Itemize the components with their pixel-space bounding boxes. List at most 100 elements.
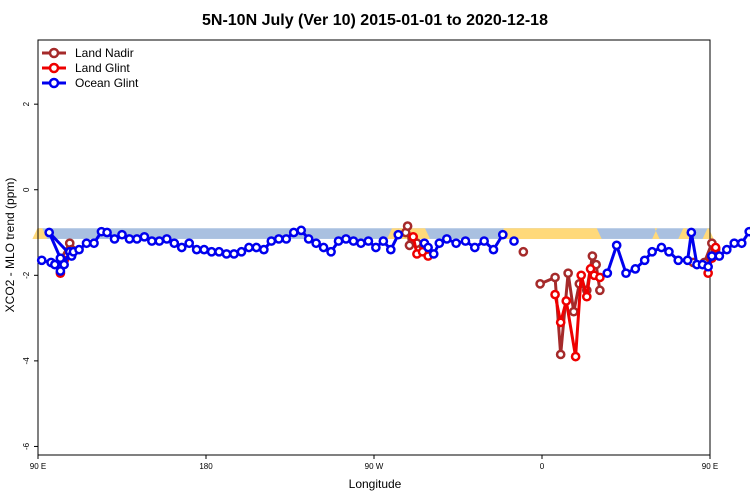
data-point-ocean-glint	[744, 226, 750, 237]
data-point-ocean-glint	[686, 227, 697, 238]
x-tick-label: 0	[540, 462, 545, 471]
data-point-land-glint	[581, 291, 592, 302]
data-point-ocean-glint	[423, 242, 433, 253]
data-point-ocean-glint	[169, 238, 180, 249]
data-point-land-glint	[595, 272, 605, 283]
legend-item-land-glint: Land Glint	[42, 61, 130, 75]
data-point-land-glint	[710, 242, 721, 253]
data-point-ocean-glint	[434, 238, 445, 249]
land-band-segment	[32, 228, 48, 239]
data-point-ocean-glint	[611, 240, 622, 251]
data-point-ocean-glint	[326, 246, 336, 257]
data-point-ocean-glint	[36, 255, 47, 266]
data-point-ocean-glint	[184, 238, 195, 249]
data-point-ocean-glint	[736, 238, 747, 249]
data-point-ocean-glint	[244, 242, 254, 253]
land-band-segment	[499, 228, 602, 239]
data-point-ocean-glint	[488, 244, 499, 255]
legend-label: Land Glint	[75, 61, 130, 75]
data-point-land-nadir	[595, 285, 605, 296]
legend-marker	[48, 77, 60, 89]
data-point-land-nadir	[587, 251, 598, 261]
data-point-land-nadir	[550, 272, 560, 283]
data-point-ocean-glint	[363, 236, 374, 246]
legend-item-land-nadir: Land Nadir	[42, 46, 134, 60]
data-point-ocean-glint	[161, 234, 172, 244]
data-point-ocean-glint	[206, 246, 217, 257]
data-point-land-glint	[555, 317, 566, 328]
data-point-ocean-glint	[221, 249, 232, 259]
data-point-ocean-glint	[191, 244, 202, 255]
data-point-ocean-glint	[139, 231, 150, 242]
data-point-ocean-glint	[89, 238, 99, 249]
y-tick-label: -4	[22, 357, 31, 365]
data-point-land-glint	[570, 351, 581, 362]
legend-label: Ocean Glint	[75, 76, 139, 90]
data-point-ocean-glint	[441, 234, 452, 244]
data-point-ocean-glint	[311, 238, 321, 249]
series-group	[36, 221, 750, 362]
data-point-ocean-glint	[428, 249, 439, 259]
data-point-ocean-glint	[109, 234, 120, 244]
data-point-ocean-glint	[318, 242, 329, 253]
ocean-band	[38, 228, 710, 239]
legend-label: Land Nadir	[75, 46, 134, 60]
data-point-ocean-glint	[74, 244, 84, 255]
data-point-land-nadir	[518, 246, 529, 257]
data-point-ocean-glint	[288, 227, 299, 238]
data-point-ocean-glint	[132, 234, 142, 244]
data-point-ocean-glint	[117, 229, 127, 240]
data-point-ocean-glint	[356, 238, 366, 249]
y-tick-label: 2	[22, 101, 31, 106]
y-tick-label: -2	[22, 271, 31, 279]
data-point-ocean-glint	[385, 244, 396, 255]
data-point-ocean-glint	[296, 225, 307, 236]
data-point-land-nadir	[402, 221, 413, 231]
y-tick-label: 0	[22, 187, 31, 192]
data-point-ocean-glint	[393, 229, 404, 240]
data-point-ocean-glint	[49, 259, 60, 270]
data-point-ocean-glint	[460, 236, 471, 246]
land-band-segment	[702, 228, 714, 239]
data-point-land-glint	[550, 289, 560, 300]
data-point-ocean-glint	[714, 251, 725, 261]
data-point-ocean-glint	[664, 246, 674, 257]
data-point-ocean-glint	[630, 264, 641, 274]
x-tick-label: 90 E	[30, 462, 46, 471]
data-point-ocean-glint	[154, 236, 165, 246]
chart-title: 5N-10N July (Ver 10) 2015-01-01 to 2020-…	[202, 12, 548, 29]
data-point-ocean-glint	[147, 236, 157, 246]
data-point-ocean-glint	[656, 242, 667, 253]
data-point-ocean-glint	[176, 242, 187, 253]
legend-item-ocean-glint: Ocean Glint	[42, 76, 139, 90]
data-point-land-nadir	[535, 279, 545, 289]
data-point-land-glint	[576, 270, 587, 281]
data-point-ocean-glint	[124, 234, 135, 244]
data-point-ocean-glint	[348, 236, 359, 246]
legend-marker	[48, 62, 60, 74]
data-point-ocean-glint	[259, 244, 269, 255]
data-point-ocean-glint	[229, 249, 239, 259]
data-point-ocean-glint	[673, 255, 684, 266]
data-point-ocean-glint	[509, 236, 519, 246]
data-point-ocean-glint	[497, 229, 508, 240]
data-point-ocean-glint	[281, 234, 292, 244]
data-point-ocean-glint	[469, 242, 480, 253]
data-point-ocean-glint	[703, 261, 713, 272]
legend-marker	[48, 47, 60, 59]
series-ocean-glint	[36, 225, 750, 279]
data-point-ocean-glint	[251, 242, 262, 253]
data-point-land-nadir	[404, 240, 415, 251]
data-point-ocean-glint	[621, 268, 631, 279]
data-point-land-nadir	[563, 268, 573, 279]
data-point-land-glint	[408, 231, 419, 242]
y-axis-ticks: 2 0 -2 -4 -6	[22, 101, 38, 450]
data-point-ocean-glint	[729, 238, 740, 249]
land-band-segment	[678, 228, 692, 239]
data-point-ocean-glint	[639, 255, 650, 266]
data-point-ocean-glint	[55, 266, 66, 276]
x-axis-ticks: 90 E 180 90 W 0 90 E	[30, 455, 718, 471]
x-tick-label: 90 W	[365, 462, 384, 471]
